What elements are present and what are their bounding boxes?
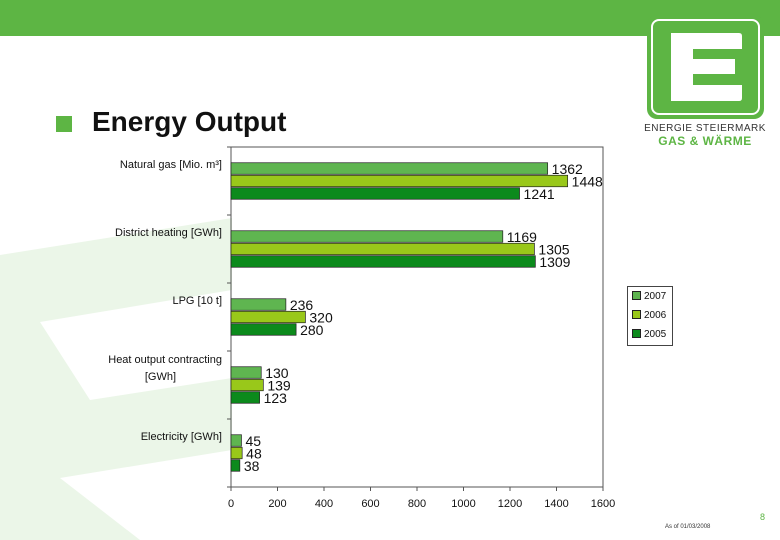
category-label: LPG [10 t] xyxy=(172,293,222,310)
bar-2007 xyxy=(230,298,287,311)
bar-2007 xyxy=(230,366,262,379)
chart-legend: 2007 2006 2005 xyxy=(627,286,673,346)
bar-2006 xyxy=(230,242,535,256)
x-tick-label: 400 xyxy=(315,498,333,510)
legend-label-2007: 2007 xyxy=(644,291,667,302)
logo-border xyxy=(651,19,760,115)
data-label-2007: 1362 xyxy=(552,161,583,177)
e-logo-icon xyxy=(671,33,742,101)
data-label-2007: 1169 xyxy=(507,229,537,245)
category-label: Natural gas [Mio. m³] xyxy=(120,157,222,174)
x-tick-label: 800 xyxy=(408,498,426,510)
bar-2006 xyxy=(230,310,306,324)
legend-label-2005: 2005 xyxy=(644,329,667,340)
bar-2007 xyxy=(230,162,549,175)
category-label-line: LPG [10 t] xyxy=(172,294,222,307)
category-label-line: Electricity [GWh] xyxy=(140,430,222,443)
x-tick-label: 200 xyxy=(268,498,286,510)
category-label-line: Heat output contracting xyxy=(108,354,222,366)
legend-item-2005: 2005 xyxy=(632,328,667,343)
data-label-2005: 1309 xyxy=(539,254,570,270)
category-label-line: Natural gas [Mio. m³] xyxy=(119,158,222,171)
data-label-2006: 320 xyxy=(309,309,333,325)
x-tick-label: 600 xyxy=(361,498,379,510)
bar-2005 xyxy=(230,187,520,200)
bar-2005 xyxy=(230,323,297,336)
legend-item-2006: 2006 xyxy=(632,309,667,324)
bar-2006 xyxy=(230,174,569,188)
legend-item-2007: 2007 xyxy=(632,290,667,305)
data-label-2005: 1241 xyxy=(524,186,555,202)
data-label-2006: 139 xyxy=(267,377,291,393)
bar-2006 xyxy=(230,378,264,392)
legend-swatch-2006 xyxy=(632,309,641,319)
bar-2007 xyxy=(230,434,242,447)
logo-text-energie: ENERGIE STEIERMARK xyxy=(644,123,766,134)
bar-2005 xyxy=(230,391,260,404)
category-label: Electricity [GWh] xyxy=(141,429,222,446)
data-label-2005: 280 xyxy=(300,322,324,338)
data-label-2006: 1448 xyxy=(572,173,603,189)
title-bullet xyxy=(56,116,72,132)
page-number: 8 xyxy=(760,512,766,522)
legend-swatch-2005 xyxy=(632,328,641,338)
data-label-2005: 123 xyxy=(264,390,288,406)
data-label-2007: 130 xyxy=(265,365,289,381)
bar-2005 xyxy=(230,459,241,472)
x-tick-label: 1400 xyxy=(544,498,568,510)
data-label-2007: 236 xyxy=(290,297,314,313)
category-label: District heating [GWh] xyxy=(115,225,222,242)
page-title: Energy Output xyxy=(92,106,287,137)
as-of-date: As of 01/03/2008 xyxy=(665,524,711,530)
category-label-line: District heating [GWh] xyxy=(115,226,222,239)
x-tick-label: 1200 xyxy=(498,498,522,510)
bar-2005 xyxy=(230,255,536,268)
data-label-2006: 48 xyxy=(246,445,262,461)
bar-2007 xyxy=(230,230,504,243)
data-label-2007: 45 xyxy=(245,433,261,449)
data-label-2006: 1305 xyxy=(538,241,569,257)
legend-label-2006: 2006 xyxy=(644,310,667,321)
data-label-2005: 38 xyxy=(244,458,260,474)
x-tick-label: 1600 xyxy=(591,498,615,510)
logo-text-gas-waerme: GAS & WÄRME xyxy=(658,134,752,148)
x-tick-label: 1000 xyxy=(451,498,475,510)
category-label-line: [GWh] xyxy=(144,371,176,383)
bar-2006 xyxy=(230,446,243,460)
x-tick-label: 0 xyxy=(228,498,234,510)
legend-swatch-2007 xyxy=(632,290,641,300)
energie-logo-badge xyxy=(647,15,764,119)
category-label: Heat output contracting [GWh] xyxy=(108,352,222,386)
